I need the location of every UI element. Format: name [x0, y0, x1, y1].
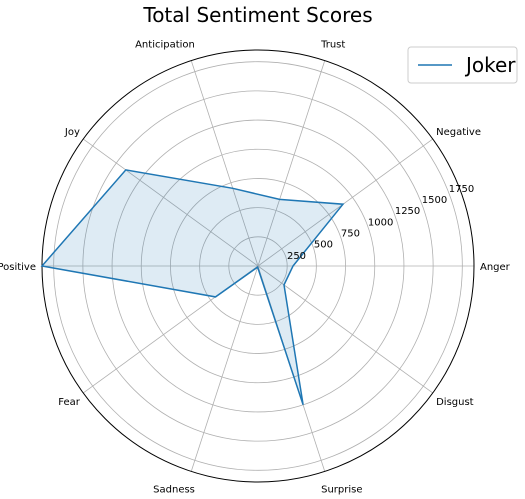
- legend: Joker: [408, 47, 517, 83]
- category-label: Positive: [0, 262, 36, 273]
- radial-tick-label: 1000: [368, 217, 393, 228]
- radial-tick-label: 1250: [395, 206, 420, 217]
- category-label: Surprise: [321, 485, 362, 496]
- category-label: Disgust: [436, 397, 474, 408]
- data-layer: [42, 170, 343, 405]
- radial-tick-label: 1750: [449, 184, 474, 195]
- legend-label: Joker: [464, 53, 516, 77]
- radial-tick-label: 250: [287, 251, 306, 262]
- category-label: Anger: [480, 262, 511, 273]
- category-label: Fear: [58, 397, 80, 408]
- category-label: Anticipation: [135, 39, 195, 50]
- chart-title: Total Sentiment Scores: [142, 3, 372, 27]
- radial-tick-label: 500: [314, 240, 333, 251]
- category-label: Joy: [64, 127, 80, 138]
- category-label: Negative: [436, 127, 481, 138]
- category-label: Sadness: [153, 485, 195, 496]
- radial-tick-label: 750: [341, 228, 360, 239]
- radial-tick-label: 1500: [422, 195, 447, 206]
- category-label: Trust: [320, 39, 345, 50]
